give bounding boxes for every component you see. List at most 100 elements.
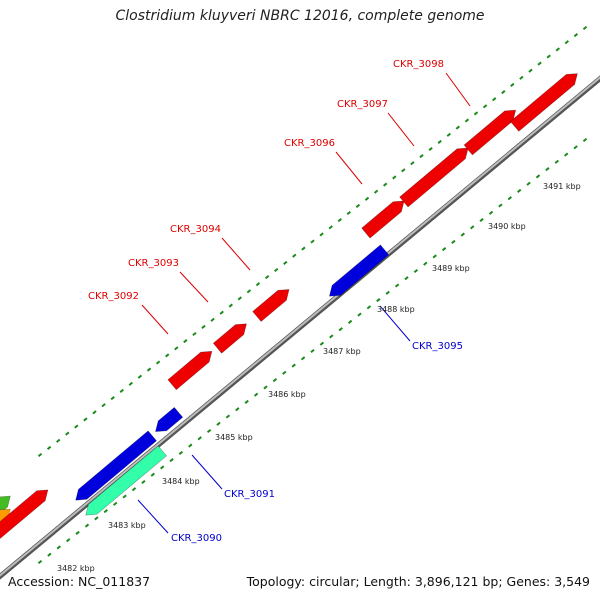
tick-dot: [228, 303, 233, 308]
tick-dot: [401, 168, 406, 173]
gene-arrow-ckr-3094[interactable]: [252, 289, 290, 322]
tick-dot: [501, 90, 506, 95]
tick-marks: [37, 25, 588, 565]
tick-dot: [535, 174, 541, 179]
tick-dot: [235, 407, 240, 412]
tick-dot: [272, 378, 278, 383]
tick-dot: [473, 111, 479, 116]
gene-arrow-ckr-3093[interactable]: [212, 323, 247, 354]
tick-dot: [283, 260, 288, 265]
tick-dot: [366, 305, 372, 310]
gene-arrow-ckr-3091b[interactable]: [155, 406, 184, 432]
kbp-tick-label: 3490 kbp: [488, 222, 526, 231]
tick-dot: [46, 445, 52, 450]
gene-label-reverse: CKR_3095: [412, 341, 463, 352]
gene-label-forward: CKR_3094: [170, 224, 221, 235]
tick-dot: [410, 161, 415, 166]
gene-arrow-ckr-3098[interactable]: [509, 73, 578, 132]
tick-dot: [110, 396, 115, 401]
tick-dot: [338, 327, 343, 332]
backbone-highlight: [0, 76, 600, 577]
kbp-tick-label: 3485 kbp: [215, 433, 253, 442]
tick-dot: [479, 217, 484, 223]
gene-label-forward: CKR_3098: [393, 59, 444, 70]
tick-dot: [292, 253, 297, 258]
tick-dot: [113, 501, 118, 506]
tick-dot: [464, 118, 470, 123]
tick-dot: [392, 175, 397, 180]
gene-label-reverse: CKR_3090: [171, 533, 222, 544]
tick-dot: [219, 310, 224, 315]
tick-dot: [328, 225, 333, 230]
tick-dot: [65, 431, 70, 436]
gene-label-forward: CKR_3093: [128, 258, 179, 269]
gene-arrow-edge[interactable]: [0, 489, 49, 545]
tick-dot: [300, 356, 306, 361]
tick-dot: [237, 296, 242, 301]
callout-line: [335, 151, 363, 185]
tick-dot: [122, 494, 127, 499]
gene-arrow-ckr-3096[interactable]: [361, 200, 405, 239]
tick-dot: [66, 538, 71, 543]
tick-dot: [216, 421, 221, 426]
tick-dot: [310, 239, 315, 244]
tick-dot: [376, 298, 381, 303]
tick-dot: [545, 167, 550, 172]
gene-arrow-ckr-3092[interactable]: [167, 350, 213, 391]
tick-dot: [37, 452, 43, 458]
tick-dot: [94, 516, 99, 521]
tick-dot: [582, 25, 588, 31]
tick-dot: [310, 348, 315, 354]
tick-dot: [282, 370, 287, 375]
callout-line: [137, 499, 169, 534]
tick-dot: [492, 97, 497, 102]
tick-dot: [564, 40, 569, 45]
callout-line: [445, 72, 471, 107]
topology-text: Topology: circular; Length: 3,896,121 bp…: [246, 574, 590, 589]
tick-dot: [470, 225, 475, 230]
feature-arrow-green[interactable]: [0, 495, 11, 527]
tick-dot: [128, 381, 133, 386]
tick-dot: [498, 203, 503, 208]
tick-dot: [83, 417, 88, 422]
tick-dot: [537, 61, 542, 66]
tick-dot: [507, 196, 512, 201]
tick-dot: [423, 261, 428, 266]
tick-dot: [437, 139, 442, 144]
tick-dot: [192, 331, 197, 337]
gene-arrow-ckr-3097[interactable]: [399, 147, 469, 208]
callout-line: [387, 112, 415, 147]
gene-arrow-ckr-3090[interactable]: [85, 445, 167, 516]
tick-dot: [131, 487, 137, 492]
kbp-tick-label: 3487 kbp: [323, 347, 361, 356]
tick-dot: [165, 353, 170, 358]
gene-arrow-ckr-3097b[interactable]: [463, 109, 517, 156]
callout-line: [179, 271, 209, 303]
tick-dot: [383, 182, 388, 187]
tick-dot: [329, 334, 334, 339]
tick-dot: [210, 317, 215, 322]
tick-dot: [37, 559, 43, 565]
gene-label-forward: CKR_3096: [284, 138, 335, 149]
kbp-tick-label: 3484 kbp: [162, 477, 200, 486]
tick-dot: [225, 414, 231, 419]
tick-dot: [174, 346, 179, 351]
tick-dot: [413, 268, 419, 274]
tick-dot: [446, 132, 451, 137]
tick-dot: [346, 210, 351, 216]
tick-dot: [201, 324, 206, 329]
tick-dot: [92, 410, 97, 415]
tick-dot: [84, 523, 90, 528]
tick-dot: [519, 75, 524, 80]
tick-dot: [554, 159, 559, 164]
gene-arrow-ckr-3091[interactable]: [75, 430, 157, 501]
tick-dot: [183, 339, 188, 344]
tick-dot: [274, 267, 279, 273]
gene-features: [0, 73, 578, 545]
tick-dot: [56, 438, 61, 443]
gene-arrow-ckr-3095[interactable]: [329, 244, 390, 297]
tick-dot: [441, 247, 447, 252]
tick-dot: [482, 104, 488, 109]
tick-dot: [347, 319, 353, 324]
tick-dot: [301, 246, 306, 251]
